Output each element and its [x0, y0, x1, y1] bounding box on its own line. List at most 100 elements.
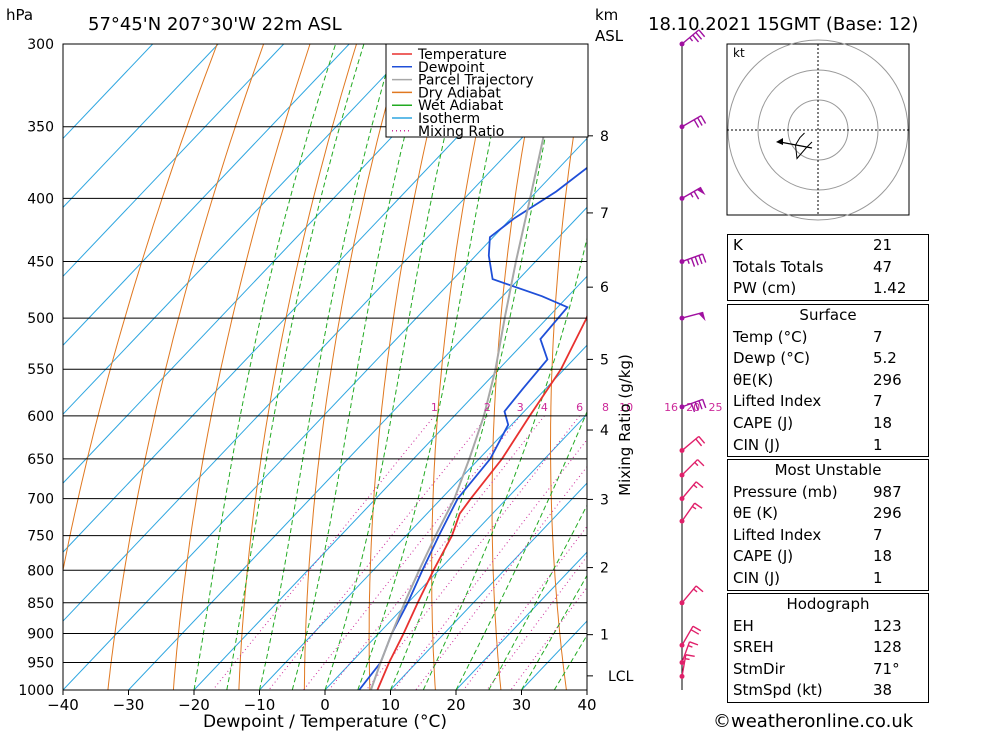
- wind-barb-feather: [698, 255, 703, 265]
- hodograph-row: EH 123: [733, 616, 902, 635]
- mixing-ratio-axis-title: Mixing Ratio (g/kg): [616, 354, 634, 496]
- pressure-tick-label: 950: [27, 655, 54, 671]
- wind-barb-pennant: [696, 187, 706, 196]
- wind-barb-feather: [693, 119, 700, 128]
- mixing-ratio-label: 1: [431, 401, 438, 414]
- mixing-ratio-line: [328, 415, 545, 690]
- surface-row: θE(K) 296: [733, 370, 902, 389]
- km-tick-label: 5: [600, 352, 609, 368]
- wind-barb: [679, 398, 707, 413]
- most-unstable-row: CIN (J) 1: [733, 568, 883, 587]
- wet-adiabat-line: [390, 44, 565, 690]
- wind-barb: [679, 435, 706, 454]
- wind-barb-feather: [687, 644, 693, 648]
- wind-barb: [679, 625, 702, 648]
- isotherm-line: [128, 206, 587, 690]
- x-tick-label: 40: [577, 696, 596, 714]
- wind-barb-feather: [689, 37, 694, 42]
- index-row-pw: PW (cm) 1.42: [733, 279, 907, 298]
- wet-adiabat-line: [455, 410, 587, 690]
- legend-entry: Isotherm: [418, 111, 480, 127]
- surface-title: Surface: [799, 306, 857, 324]
- hodograph-row: StmSpd (kt) 38: [733, 681, 893, 700]
- pressure-tick-label: 550: [27, 362, 54, 378]
- pressure-tick-label: 500: [27, 311, 54, 327]
- wind-barb-feather: [690, 257, 696, 267]
- km-unit-label: km: [595, 6, 618, 24]
- x-tick-label: −20: [178, 696, 210, 714]
- index-row-totals: Totals Totals 47: [733, 257, 893, 276]
- isotherm-line: [259, 344, 587, 690]
- x-tick-label: −40: [47, 696, 79, 714]
- wind-barb-feather: [695, 481, 704, 489]
- wind-barb-pennant: [698, 312, 706, 322]
- wet-adiabat-line: [357, 44, 512, 690]
- wet-adiabat-line: [488, 504, 587, 690]
- datetime-title: 18.10.2021 15GMT (Base: 12): [648, 14, 918, 35]
- asl-label: ASL: [595, 27, 624, 45]
- pressure-tick-label: 750: [27, 529, 54, 545]
- wind-barb-feather: [695, 31, 703, 40]
- hodograph-row: StmDir 71°: [733, 659, 900, 678]
- wind-barb-feather: [686, 259, 690, 264]
- x-tick-label: −10: [244, 696, 276, 714]
- wind-barb: [679, 481, 704, 502]
- mixing-ratio-label: 16: [664, 401, 678, 414]
- x-tick-label: 0: [320, 696, 330, 714]
- wind-barb: [679, 115, 707, 130]
- wind-barb: [679, 311, 706, 322]
- wind-barb-feather: [698, 435, 706, 444]
- wind-barb: [679, 502, 703, 524]
- most-unstable-title: Most Unstable: [774, 461, 882, 479]
- storm-motion-arrow: [779, 141, 813, 149]
- wind-barb: [679, 253, 707, 267]
- mixing-ratio-label: 25: [709, 401, 723, 414]
- wind-barb-feather: [702, 399, 707, 409]
- km-tick-label: 6: [600, 280, 609, 296]
- mixing-ratio-label: 2: [484, 401, 491, 414]
- pressure-tick-label: 850: [27, 596, 54, 612]
- wind-barb: [679, 186, 706, 201]
- wind-barb-feather: [700, 115, 707, 124]
- legend-box: [385, 43, 589, 138]
- most-unstable-row: Lifted Index 7: [733, 525, 883, 544]
- isobars: [63, 43, 587, 691]
- wind-barb-feather: [690, 629, 700, 635]
- wind-barb-feather: [691, 505, 697, 510]
- isotherm-line: [63, 44, 154, 140]
- pressure-tick-label: 1000: [18, 683, 54, 699]
- wind-barb-staff: [681, 641, 691, 663]
- dry-adiabat-line: [491, 44, 543, 690]
- mixing-ratio-line: [303, 415, 521, 690]
- wet-adiabat-line: [521, 574, 587, 690]
- basic-indices-table: K 21 Totals Totals 47 PW (cm) 1.42: [727, 234, 929, 301]
- mixing-ratio-label: 6: [576, 401, 583, 414]
- km-tick-label: 4: [600, 423, 609, 439]
- wind-barb: [679, 654, 695, 679]
- mixing-ratio-line: [366, 415, 580, 690]
- wind-barb-staff: [681, 29, 700, 45]
- wind-barb-staff: [681, 435, 700, 452]
- dry-adiabat-line: [550, 50, 587, 690]
- isotherm-line: [390, 482, 587, 690]
- hodograph-table: Hodograph EH 123 SREH 128 StmDir 71° StmSpd…: [727, 593, 929, 703]
- mixing-ratio-line: [415, 465, 587, 690]
- mixing-ratio-label: 3: [517, 401, 524, 414]
- wind-barb-column: [679, 29, 707, 690]
- wind-barb-feather: [695, 438, 703, 447]
- wind-barb: [679, 29, 706, 47]
- legend-entry: Dry Adiabat: [418, 85, 501, 101]
- pressure-unit-label: hPa: [6, 6, 33, 24]
- x-axis-title: Dewpoint / Temperature (°C): [203, 712, 447, 732]
- wind-barb-feather: [695, 585, 704, 593]
- temperature-line: [376, 313, 587, 690]
- mixing-ratio-line: [212, 415, 435, 690]
- pressure-tick-label: 300: [27, 37, 54, 53]
- wind-barb-feather: [694, 461, 699, 467]
- wind-barb: [679, 459, 705, 478]
- wind-barb-feather: [696, 117, 703, 126]
- wind-barb-feather: [692, 34, 700, 43]
- mixing-ratio-line: [268, 415, 488, 690]
- legend-entry: Temperature: [417, 47, 507, 63]
- surface-row: CAPE (J) 18: [733, 413, 893, 432]
